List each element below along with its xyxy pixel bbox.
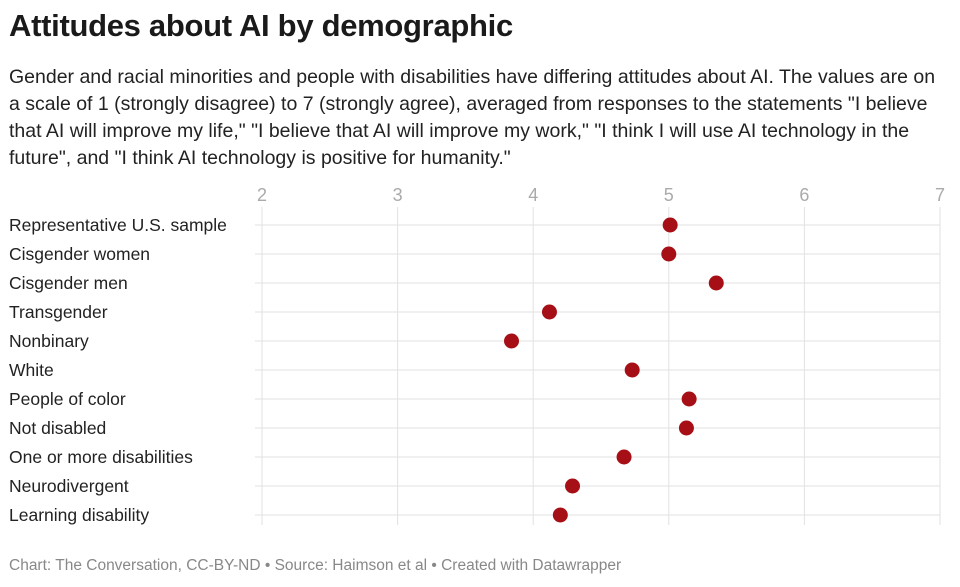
x-tick-label: 7 [935, 185, 945, 205]
category-label: Transgender [9, 302, 108, 322]
data-dot[interactable] [504, 333, 520, 349]
x-tick-label: 6 [799, 185, 809, 205]
category-label: Not disabled [9, 418, 106, 438]
category-label: One or more disabilities [9, 447, 193, 467]
category-label: Nonbinary [9, 331, 89, 351]
category-label: Neurodivergent [9, 476, 129, 496]
x-tick-label: 3 [393, 185, 403, 205]
x-tick-labels: 2 3 4 5 6 7 [257, 185, 945, 205]
x-tick-label: 4 [528, 185, 538, 205]
category-label: Learning disability [9, 505, 149, 525]
x-tick-label: 5 [664, 185, 674, 205]
x-tick-label: 2 [257, 185, 267, 205]
category-labels: Representative U.S. sample Cisgender wome… [9, 215, 227, 525]
data-dot[interactable] [552, 507, 568, 523]
data-dots [504, 217, 724, 523]
category-label: White [9, 360, 54, 380]
data-dot[interactable] [624, 362, 640, 378]
category-label: Representative U.S. sample [9, 215, 227, 235]
category-label: Cisgender men [9, 273, 128, 293]
category-label: Cisgender women [9, 244, 150, 264]
data-dot[interactable] [662, 217, 678, 233]
category-label: People of color [9, 389, 126, 409]
data-dot[interactable] [541, 304, 557, 320]
chart-footer: Chart: The Conversation, CC-BY-ND • Sour… [9, 557, 622, 574]
grid-layer [255, 207, 941, 525]
chart-subtitle: Gender and racial minorities and people … [9, 66, 936, 169]
data-dot[interactable] [678, 420, 694, 436]
data-dot[interactable] [708, 275, 724, 291]
data-dot[interactable] [661, 246, 677, 262]
data-dot[interactable] [565, 478, 581, 494]
dot-plot-chart: 2 3 4 5 6 7 Representative U.S. sample Cisgend… [9, 185, 945, 525]
chart-title: Attitudes about AI by demographic [9, 8, 513, 43]
data-dot[interactable] [616, 449, 632, 465]
data-dot[interactable] [681, 391, 697, 407]
